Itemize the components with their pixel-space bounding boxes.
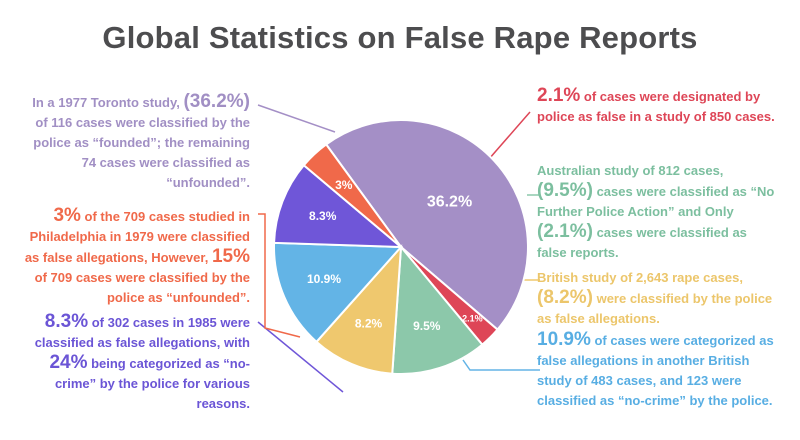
annotation-highlight: (36.2%) bbox=[183, 91, 250, 112]
annotation-highlight: (8.2%) bbox=[537, 287, 593, 308]
annotation-text: were classified by the police as false a… bbox=[537, 291, 773, 326]
annotation-highlight: 2.1% bbox=[537, 85, 581, 106]
pie-slice bbox=[391, 244, 484, 376]
annotation-text: of 302 cases in 1985 were classified as … bbox=[34, 315, 250, 350]
annotation-highlight: 3% bbox=[53, 205, 81, 226]
annotation-philadelphia: 3% of the 709 cases studied in Philadelp… bbox=[22, 206, 250, 308]
annotation-british-1: British study of 2,643 rape cases, (8.2%… bbox=[537, 268, 777, 329]
annotation-highlight: 24% bbox=[49, 352, 88, 373]
annotation-highlight: 15% bbox=[211, 246, 250, 267]
leader-toronto bbox=[257, 104, 336, 133]
pie-slice bbox=[273, 163, 404, 249]
pie-slice bbox=[324, 119, 529, 331]
annotation-text: of cases were designated by police as fa… bbox=[537, 89, 775, 124]
annotation-highlight: 8.3% bbox=[44, 311, 89, 332]
annotation-text: Australian study of 812 cases, bbox=[537, 163, 724, 178]
annotation-text: In a 1977 Toronto study, bbox=[32, 95, 184, 110]
annotation-toronto: In a 1977 Toronto study, (36.2%) of 116 … bbox=[22, 92, 250, 193]
annotation-text: being categorized as “no-crime” by the p… bbox=[54, 356, 250, 411]
pie-slice-label: 3% bbox=[335, 178, 353, 192]
annotation-british-2: 10.9% of cases were categorized as false… bbox=[537, 330, 782, 411]
leader-philadelphia bbox=[258, 213, 301, 338]
pie-slice-label: 36.2% bbox=[427, 193, 472, 210]
pie-slice-label: 2.1% bbox=[462, 314, 483, 324]
pie-slice-label: 10.9% bbox=[307, 272, 341, 286]
annotation-1985: 8.3% of 302 cases in 1985 were classifie… bbox=[22, 312, 250, 414]
annotation-text: of 116 cases were classified by the poli… bbox=[33, 115, 250, 190]
annotation-text: British study of 2,643 rape cases, bbox=[537, 270, 743, 285]
leader-1985 bbox=[257, 321, 344, 393]
pie-slice-label: 8.3% bbox=[309, 209, 337, 223]
annotation-highlight: 10.9% bbox=[537, 329, 591, 350]
annotation-australian: Australian study of 812 cases, (9.5%) ca… bbox=[537, 161, 777, 263]
chart-title: Global Statistics on False Rape Reports bbox=[102, 20, 698, 55]
annotation-text: cases were classified as false reports. bbox=[537, 225, 747, 260]
pie-slice bbox=[273, 241, 404, 344]
annotation-text: of 709 cases were classified by the poli… bbox=[34, 270, 250, 305]
annotation-highlight: (2.1%) bbox=[537, 221, 593, 242]
annotation-850-cases: 2.1% of cases were designated by police … bbox=[537, 86, 777, 127]
leader-british-2 bbox=[462, 359, 540, 371]
pie-slice bbox=[302, 142, 402, 248]
pie-slice-label: 9.5% bbox=[413, 319, 441, 333]
pie-slices bbox=[273, 119, 529, 376]
pie-slice bbox=[315, 244, 403, 375]
annotation-highlight: (9.5%) bbox=[537, 180, 593, 201]
pie-slice-label: 8.2% bbox=[355, 316, 383, 330]
pie-slice-labels: 36.2% 2.1% 9.5% 8.2% 10.9% 8.3% 3% bbox=[307, 178, 483, 333]
annotation-text: cases were classified as “No Further Pol… bbox=[537, 184, 775, 219]
annotation-text: of the 709 cases studied in Philadelphia… bbox=[24, 209, 250, 265]
annotation-text: of cases were categorized as false alleg… bbox=[537, 333, 774, 408]
